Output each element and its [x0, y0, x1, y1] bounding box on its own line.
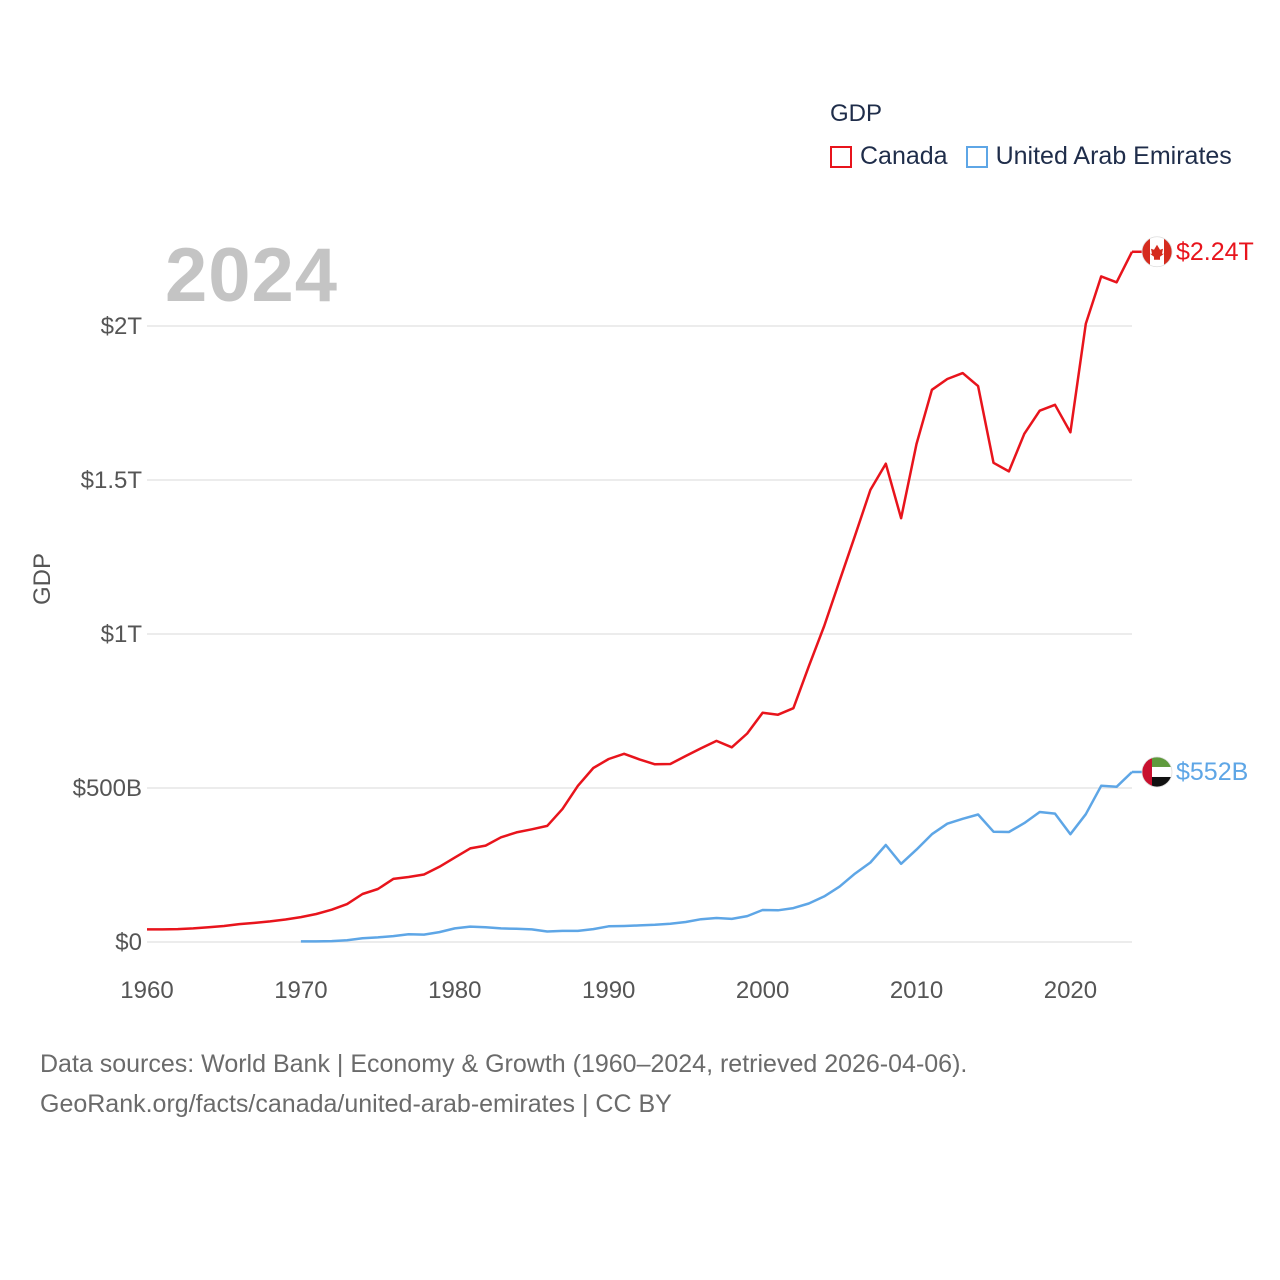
y-tick-label: $2T	[101, 313, 143, 340]
end-value-label-uae: $552B	[1176, 758, 1248, 786]
legend-item-canada[interactable]: Canada	[830, 142, 948, 171]
x-tick-label: 1990	[582, 977, 635, 1004]
series-line-uae	[300, 771, 1133, 943]
x-tick-label: 2000	[736, 977, 789, 1004]
y-tick-label: $0	[115, 929, 142, 956]
series-line-canada	[147, 251, 1134, 931]
footer-sources: Data sources: World Bank | Economy & Gro…	[40, 1050, 968, 1078]
y-tick-label: $1T	[101, 621, 143, 648]
legend-title: GDP	[830, 100, 883, 127]
canada-flag-icon	[1142, 236, 1172, 267]
legend-swatch-canada	[830, 145, 852, 168]
footer-link[interactable]: GeoRank.org/facts/canada/united-arab-emi…	[40, 1090, 672, 1118]
legend-item-uae[interactable]: United Arab Emirates	[965, 142, 1232, 171]
flag-outline	[1141, 756, 1173, 788]
legend-swatch-uae	[965, 145, 988, 168]
y-axis-label: GDP	[29, 553, 56, 605]
x-tick-label: 1960	[120, 977, 173, 1004]
x-tick-label: 2020	[1044, 977, 1097, 1004]
y-tick-label: $1.5T	[81, 467, 143, 494]
year-watermark: 2024	[165, 233, 339, 318]
legend-items: Canada United Arab Emirates	[830, 142, 1250, 171]
x-tick-label: 1970	[274, 977, 327, 1004]
x-tick-label: 2010	[890, 977, 943, 1004]
footer: Data sources: World Bank | Economy & Gro…	[40, 1044, 967, 1124]
legend-label-uae: United Arab Emirates	[995, 142, 1232, 170]
legend: GDP Canada United Arab Emirates	[830, 100, 1250, 171]
line-chart: $0 $500B $1T $1.5T $2T 1960 1970 1980 1990 2000 20…	[29, 236, 1254, 1004]
flag-outline	[1141, 236, 1173, 268]
x-tick-label: 1980	[428, 977, 481, 1004]
legend-label-canada: Canada	[860, 142, 948, 170]
end-value-label-canada: $2.24T	[1176, 238, 1254, 266]
y-tick-label: $500B	[73, 775, 142, 802]
uae-flag-icon	[1142, 756, 1172, 787]
